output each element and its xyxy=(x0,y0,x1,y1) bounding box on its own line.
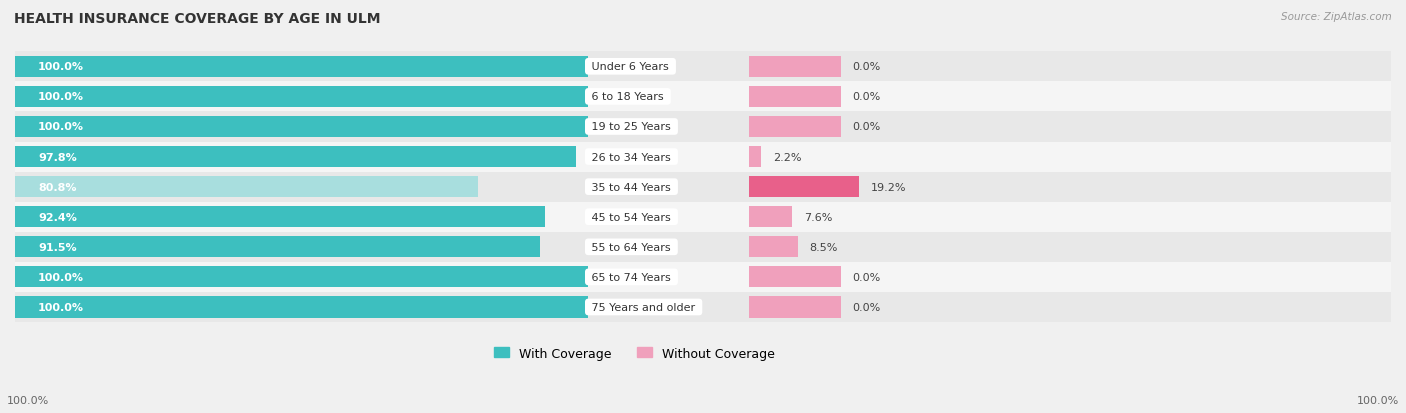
Bar xyxy=(15,297,588,318)
Text: 19 to 25 Years: 19 to 25 Years xyxy=(588,122,675,132)
Text: 8.5%: 8.5% xyxy=(808,242,838,252)
Bar xyxy=(749,147,762,168)
Bar xyxy=(15,206,544,228)
Text: 100.0%: 100.0% xyxy=(1357,395,1399,405)
Bar xyxy=(15,237,540,258)
Text: 100.0%: 100.0% xyxy=(38,122,84,132)
Bar xyxy=(15,87,588,108)
Text: 0.0%: 0.0% xyxy=(852,272,880,282)
Text: 100.0%: 100.0% xyxy=(38,272,84,282)
Text: Source: ZipAtlas.com: Source: ZipAtlas.com xyxy=(1281,12,1392,22)
Text: 26 to 34 Years: 26 to 34 Years xyxy=(588,152,675,162)
Bar xyxy=(749,116,841,138)
Bar xyxy=(15,147,575,168)
Bar xyxy=(15,112,1391,142)
Text: 100.0%: 100.0% xyxy=(38,92,84,102)
Text: 7.6%: 7.6% xyxy=(804,212,832,222)
Legend: With Coverage, Without Coverage: With Coverage, Without Coverage xyxy=(489,342,779,365)
Bar xyxy=(15,116,588,138)
Bar xyxy=(15,172,1391,202)
Bar xyxy=(15,232,1391,262)
Bar xyxy=(15,262,1391,292)
Bar xyxy=(749,87,841,108)
Bar xyxy=(15,177,478,198)
Text: 65 to 74 Years: 65 to 74 Years xyxy=(588,272,675,282)
Text: 2.2%: 2.2% xyxy=(773,152,801,162)
Text: 75 Years and older: 75 Years and older xyxy=(588,302,699,312)
Bar xyxy=(15,202,1391,232)
Bar xyxy=(15,82,1391,112)
Bar xyxy=(15,52,1391,82)
Text: 45 to 54 Years: 45 to 54 Years xyxy=(588,212,675,222)
Bar xyxy=(749,237,797,258)
Text: 91.5%: 91.5% xyxy=(38,242,76,252)
Bar xyxy=(15,267,588,288)
Bar xyxy=(749,267,841,288)
Text: 92.4%: 92.4% xyxy=(38,212,77,222)
Text: 19.2%: 19.2% xyxy=(870,182,905,192)
Text: 100.0%: 100.0% xyxy=(7,395,49,405)
Bar xyxy=(15,57,588,78)
Text: 100.0%: 100.0% xyxy=(38,62,84,72)
Text: 97.8%: 97.8% xyxy=(38,152,77,162)
Text: 55 to 64 Years: 55 to 64 Years xyxy=(588,242,675,252)
Bar xyxy=(749,206,793,228)
Text: 80.8%: 80.8% xyxy=(38,182,76,192)
Text: Under 6 Years: Under 6 Years xyxy=(588,62,672,72)
Text: HEALTH INSURANCE COVERAGE BY AGE IN ULM: HEALTH INSURANCE COVERAGE BY AGE IN ULM xyxy=(14,12,381,26)
Text: 0.0%: 0.0% xyxy=(852,122,880,132)
Text: 100.0%: 100.0% xyxy=(38,302,84,312)
Text: 6 to 18 Years: 6 to 18 Years xyxy=(588,92,668,102)
Bar xyxy=(749,297,841,318)
Bar xyxy=(749,177,859,198)
Text: 0.0%: 0.0% xyxy=(852,302,880,312)
Bar xyxy=(15,142,1391,172)
Bar xyxy=(749,57,841,78)
Text: 35 to 44 Years: 35 to 44 Years xyxy=(588,182,675,192)
Text: 0.0%: 0.0% xyxy=(852,92,880,102)
Text: 0.0%: 0.0% xyxy=(852,62,880,72)
Bar xyxy=(15,292,1391,322)
